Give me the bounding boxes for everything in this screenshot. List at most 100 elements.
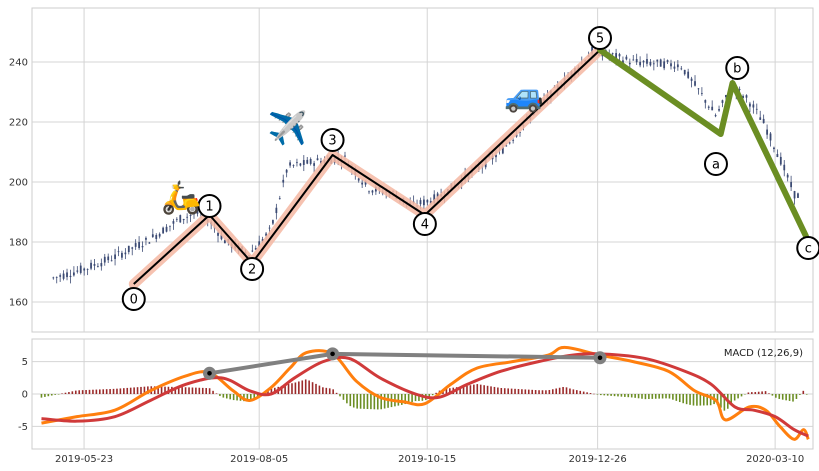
histogram-bar bbox=[287, 384, 290, 394]
candle-body bbox=[117, 251, 120, 253]
candle-body bbox=[429, 200, 432, 204]
histogram-bar bbox=[497, 387, 499, 394]
histogram-bar bbox=[253, 394, 256, 400]
candle-body bbox=[423, 199, 425, 206]
candle-body bbox=[628, 62, 631, 65]
histogram-bar bbox=[184, 387, 187, 394]
histogram-bar bbox=[249, 394, 252, 402]
candle-body bbox=[769, 133, 772, 141]
histogram-bar bbox=[212, 390, 214, 394]
wave-label-circle bbox=[725, 56, 750, 80]
histogram-bar bbox=[531, 389, 533, 394]
histogram-bar bbox=[284, 384, 286, 394]
histogram-bar bbox=[510, 388, 513, 394]
candle-body bbox=[289, 162, 291, 166]
candle-body bbox=[721, 100, 724, 103]
histogram-bar bbox=[805, 394, 808, 395]
candle-body bbox=[615, 53, 617, 59]
histogram-bar bbox=[177, 387, 180, 394]
candle-body bbox=[519, 131, 521, 133]
candle-body bbox=[261, 239, 264, 242]
price-y-tick-label: 220 bbox=[9, 118, 28, 129]
histogram-bar bbox=[92, 389, 94, 394]
candle-body bbox=[155, 235, 158, 239]
histogram-bar bbox=[572, 389, 575, 394]
histogram-bar bbox=[147, 386, 149, 394]
wave-label-0: 0 bbox=[121, 287, 146, 311]
macd-panel: 5 0 -5 bbox=[18, 338, 814, 450]
histogram-bar bbox=[123, 388, 125, 394]
candle-body bbox=[86, 268, 89, 270]
candle-body bbox=[625, 56, 628, 60]
histogram-bar bbox=[764, 391, 767, 394]
histogram-bar bbox=[589, 393, 592, 394]
candle-body bbox=[635, 59, 638, 63]
histogram-bar bbox=[352, 394, 355, 408]
candle-body bbox=[59, 275, 62, 277]
histogram-bar bbox=[761, 391, 763, 394]
histogram-bar bbox=[222, 394, 225, 398]
histogram-bar bbox=[473, 384, 475, 394]
candle-body bbox=[189, 215, 192, 217]
candle-body bbox=[131, 247, 134, 249]
histogram-bar bbox=[54, 394, 56, 395]
histogram-bar bbox=[514, 388, 516, 394]
wave-label-circle bbox=[121, 287, 146, 311]
histogram-bar bbox=[431, 394, 434, 396]
macd-y-tick-label: 0 bbox=[22, 390, 28, 401]
car-icon: 🚙 bbox=[504, 76, 544, 114]
impulse-wave-line bbox=[133, 49, 601, 285]
wave-label-2: 2 bbox=[240, 257, 265, 281]
wave-label-b: b bbox=[725, 56, 750, 80]
candle-body bbox=[121, 252, 123, 258]
candle-body bbox=[697, 88, 700, 90]
candle-body bbox=[591, 46, 593, 54]
candle-body bbox=[145, 237, 147, 240]
histogram-bar bbox=[373, 394, 376, 410]
price-y-tick-label: 200 bbox=[9, 178, 28, 189]
candle-body bbox=[742, 95, 744, 98]
candle-body bbox=[268, 227, 271, 229]
histogram-bar bbox=[665, 394, 667, 399]
macd-label: MACD (12,26,9) bbox=[724, 348, 803, 359]
histogram-bar bbox=[569, 388, 571, 394]
candle-body bbox=[642, 60, 645, 63]
wave-label-text: b bbox=[733, 62, 741, 77]
histogram-bar bbox=[414, 394, 417, 402]
histogram-bar bbox=[744, 394, 746, 395]
histogram-bar bbox=[648, 394, 650, 400]
correction-wave-line bbox=[597, 47, 809, 239]
histogram-bar bbox=[624, 394, 626, 397]
histogram-bar bbox=[191, 387, 194, 394]
histogram-bar bbox=[105, 389, 108, 394]
wave-label-text: 5 bbox=[596, 32, 604, 47]
histogram-bar bbox=[188, 387, 190, 394]
histogram-bar bbox=[370, 394, 372, 410]
price-y-tick-label: 160 bbox=[9, 298, 28, 309]
candle-body bbox=[282, 179, 285, 183]
histogram-bar bbox=[280, 385, 283, 394]
divergence-point-center bbox=[597, 355, 603, 361]
price-y-tick-label: 240 bbox=[9, 58, 28, 69]
histogram-bar bbox=[754, 392, 757, 394]
histogram-bar bbox=[74, 390, 77, 394]
histogram-bar bbox=[675, 394, 678, 401]
candle-body bbox=[275, 207, 278, 214]
histogram-bar bbox=[136, 387, 139, 394]
wave-label-circle bbox=[796, 236, 819, 260]
candle-body bbox=[313, 163, 316, 166]
wave-label-5: 5 bbox=[588, 26, 612, 50]
histogram-bar bbox=[133, 387, 135, 394]
candle-body bbox=[138, 242, 140, 249]
candle-body bbox=[220, 234, 223, 240]
candle-body bbox=[652, 63, 655, 65]
wave-label-circle bbox=[197, 194, 222, 218]
candle-body bbox=[196, 209, 199, 214]
histogram-bar bbox=[462, 386, 465, 394]
histogram-bar bbox=[479, 384, 482, 394]
candle-body bbox=[79, 265, 82, 273]
candle-body bbox=[495, 154, 497, 158]
histogram-bar bbox=[435, 392, 437, 394]
candle-body bbox=[76, 270, 79, 272]
candle-body bbox=[783, 164, 786, 171]
